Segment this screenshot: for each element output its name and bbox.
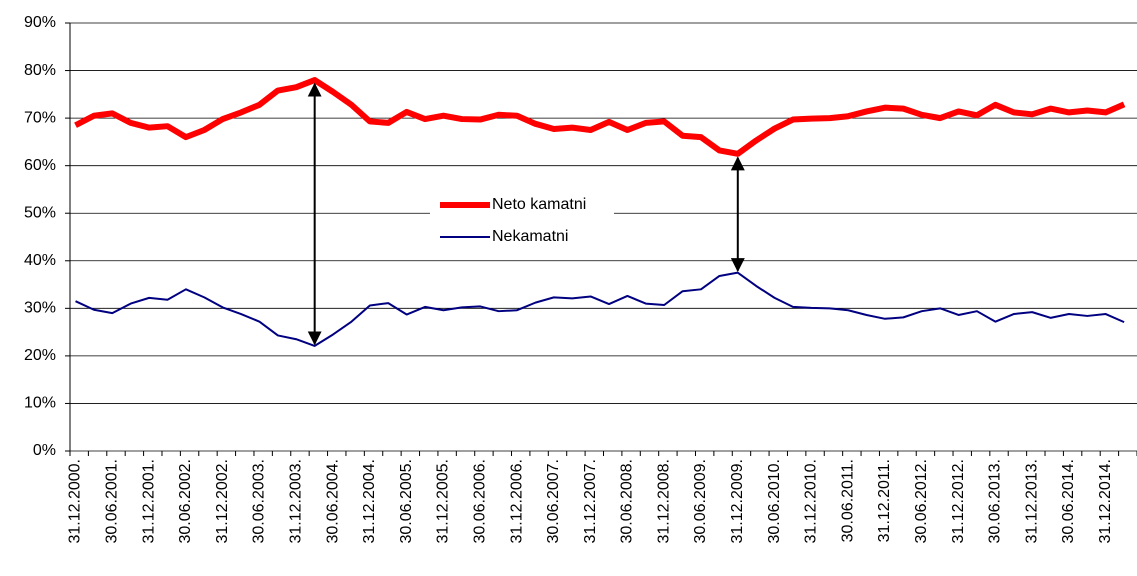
y-tick-label: 50% (24, 204, 56, 221)
series-line (74, 77, 1126, 157)
x-tick-label: 31.12.2006. (508, 459, 525, 544)
x-tick-label: 30.06.2014. (1060, 459, 1077, 544)
x-tick-label: 31.12.2007. (582, 459, 599, 544)
x-tick-label: 31.12.2012. (950, 459, 967, 544)
y-tick-label: 0% (33, 442, 56, 459)
x-tick-label: 31.12.2004. (361, 459, 378, 544)
y-tick-label: 90% (24, 14, 56, 31)
x-tick-label: 31.12.2014. (1097, 459, 1114, 544)
x-tick-label: 30.06.2007. (545, 459, 562, 544)
x-tick-label: 30.06.2012. (913, 459, 930, 544)
x-tick-label: 31.12.2002. (214, 459, 231, 544)
y-tick-label: 10% (24, 395, 56, 412)
x-tick-label: 31.12.2008. (655, 459, 672, 544)
x-tick-label: 30.06.2011. (839, 459, 856, 542)
x-tick-label: 31.12.2011. (876, 459, 893, 542)
x-tick-label: 31.12.2003. (287, 459, 304, 544)
y-tick-label: 20% (24, 347, 56, 364)
x-tick-label: 30.06.2003. (251, 459, 268, 544)
y-tick-label: 70% (24, 109, 56, 126)
x-tick-label: 30.06.2002. (177, 459, 194, 544)
x-tick-label: 30.06.2005. (398, 459, 415, 544)
y-tick-label: 30% (24, 300, 56, 317)
x-tick-label: 30.06.2008. (619, 459, 636, 544)
legend-label: Neto kamatni (492, 196, 586, 213)
x-tick-label: 30.06.2004. (324, 459, 341, 544)
x-tick-label: 30.06.2006. (471, 459, 488, 544)
legend-box (430, 190, 614, 252)
x-tick-label: 30.06.2013. (987, 459, 1004, 544)
x-tick-label: 31.12.2009. (729, 459, 746, 544)
x-tick-label: 31.12.2010. (803, 459, 820, 544)
y-tick-label: 60% (24, 157, 56, 174)
legend-label: Nekamatni (492, 228, 568, 245)
y-tick-label: 40% (24, 252, 56, 269)
x-tick-label: 31.12.2013. (1023, 459, 1040, 544)
x-tick-label: 31.12.2000. (67, 459, 84, 544)
y-tick-label: 80% (24, 62, 56, 79)
x-tick-label: 30.06.2010. (766, 459, 783, 544)
x-tick-label: 31.12.2005. (435, 459, 452, 544)
x-tick-label: 31.12.2001. (140, 459, 157, 544)
x-tick-label: 30.06.2009. (692, 459, 709, 544)
series-line (75, 271, 1125, 347)
x-tick-label: 30.06.2001. (104, 459, 121, 544)
